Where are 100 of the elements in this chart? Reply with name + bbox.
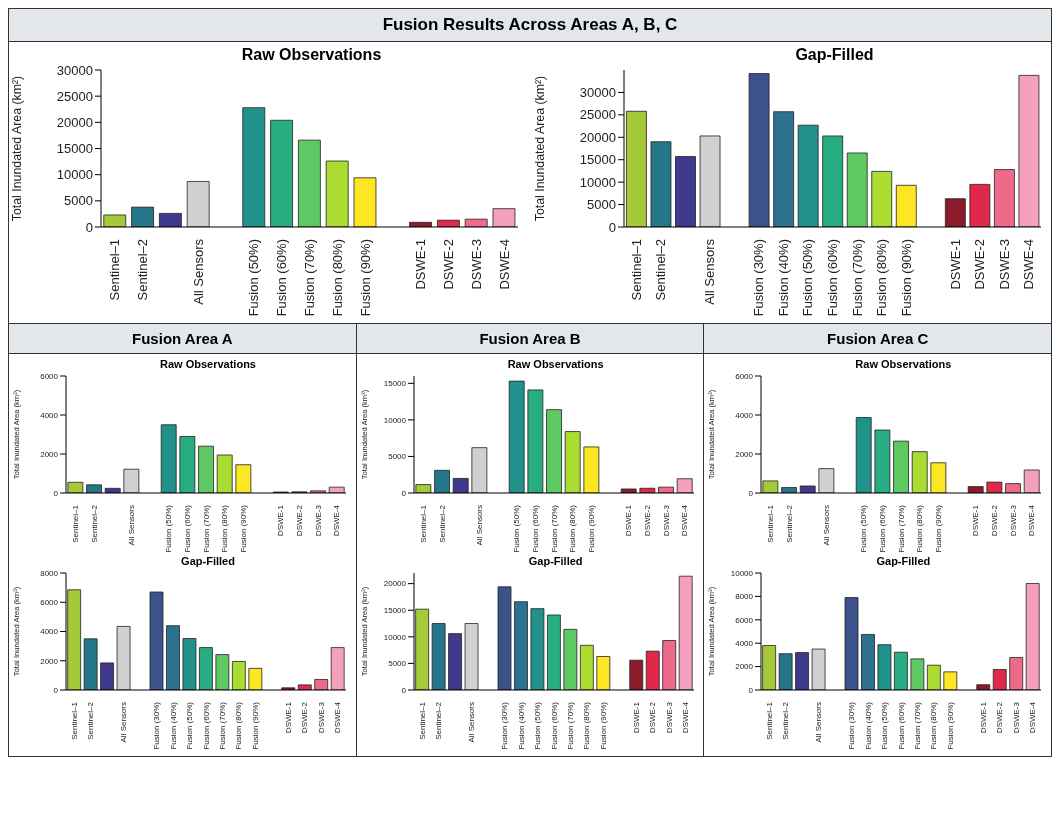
x-tick-label: Fusion (80%) <box>874 239 890 317</box>
x-tick-label: All Sensors <box>190 238 206 305</box>
x-tick-label: Sentinel–1 <box>107 239 123 301</box>
x-tick-label: Fusion (40%) <box>775 239 791 317</box>
y-tick-label: 10000 <box>731 568 754 578</box>
x-tick-label: DSWE-1 <box>413 239 429 290</box>
y-tick-label: 10000 <box>579 174 616 190</box>
x-tick-label: Fusion (80%) <box>567 504 577 553</box>
x-tick-label: Fusion (40%) <box>516 701 526 750</box>
x-tick-label: Fusion (70%) <box>302 239 317 317</box>
y-tick-label: 6000 <box>735 371 754 381</box>
x-tick-label: Fusion (60%) <box>896 701 906 750</box>
x-tick-label: DSWE-2 <box>300 701 310 734</box>
chart-title: Raw Observations <box>854 358 953 370</box>
y-tick-label: 25000 <box>56 88 93 104</box>
x-tick-label: Fusion (70%) <box>565 701 575 750</box>
x-tick-label: DSWE-1 <box>283 701 293 734</box>
x-tick-label: DSWE-4 <box>680 701 690 734</box>
x-tick-label: Fusion (30%) <box>847 701 857 750</box>
y-tick-label: 2000 <box>40 656 59 666</box>
x-tick-label: Fusion (80%) <box>234 701 244 750</box>
x-tick-label: DSWE-3 <box>996 239 1012 290</box>
y-tick-label: 6000 <box>40 598 59 608</box>
x-tick-label: Fusion (30%) <box>152 701 162 750</box>
x-tick-label: DSWE-4 <box>1027 504 1037 537</box>
y-tick-label: 4000 <box>40 627 59 637</box>
x-tick-label: DSWE-4 <box>1028 701 1038 734</box>
y-axis-title: Total Inundated Area (km²) <box>533 75 548 222</box>
y-tick-label: 15000 <box>56 141 93 157</box>
x-tick-label: DSWE-2 <box>995 701 1005 734</box>
x-tick-label: DSWE-4 <box>333 701 343 734</box>
x-tick-label: Fusion (30%) <box>751 239 767 317</box>
y-axis-title: Total Inundated Area (km²) <box>10 75 25 222</box>
x-tick-label: DSWE-2 <box>990 504 1000 537</box>
x-tick-label: Fusion (50%) <box>532 701 542 750</box>
x-tick-label: DSWE-2 <box>972 239 988 290</box>
x-tick-label: Fusion (50%) <box>859 504 869 553</box>
x-tick-label: DSWE-4 <box>496 239 512 290</box>
y-tick-label: 30000 <box>56 62 93 78</box>
y-tick-label: 8000 <box>735 592 754 602</box>
x-tick-label: Sentinel–1 <box>765 701 775 740</box>
x-tick-label: Fusion (70%) <box>849 239 865 317</box>
chart-title: Gap-Filled <box>794 46 875 64</box>
y-tick-label: 20000 <box>383 579 407 589</box>
y-tick-label: 30000 <box>579 85 616 101</box>
y-tick-label: 10000 <box>383 632 407 642</box>
y-tick-label: 0 <box>85 219 93 235</box>
x-tick-label: Fusion (40%) <box>863 701 873 750</box>
x-tick-label: Fusion (50%) <box>246 239 262 317</box>
x-tick-label: Sentinel–1 <box>628 239 644 301</box>
x-tick-label: Fusion (60%) <box>878 504 888 553</box>
x-tick-label: Sentinel–2 <box>784 504 794 543</box>
y-tick-label: 20000 <box>579 129 616 145</box>
x-tick-label: Fusion (50%) <box>164 504 174 553</box>
x-tick-label: DSWE-1 <box>979 701 989 734</box>
x-tick-label: Fusion (90%) <box>357 239 373 317</box>
x-tick-label: Fusion (80%) <box>220 504 230 553</box>
y-tick-label: 6000 <box>40 371 59 381</box>
x-tick-label: All Sensors <box>822 505 832 546</box>
x-tick-label: Fusion (80%) <box>582 701 592 750</box>
x-tick-label: Fusion (50%) <box>880 701 890 750</box>
x-tick-label: Fusion (60%) <box>530 504 540 553</box>
y-tick-label: 4000 <box>735 410 754 420</box>
chart-title: Gap-Filled <box>875 555 932 567</box>
text: Fusion Area A <box>9 324 356 354</box>
x-tick-label: Sentinel–2 <box>781 701 791 740</box>
chart-title: Raw Observations <box>159 358 257 370</box>
y-tick-label: 0 <box>608 219 616 235</box>
x-tick-label: All Sensors <box>814 702 824 743</box>
x-tick-label: DSWE-4 <box>332 504 342 537</box>
y-tick-label: 15000 <box>383 379 407 389</box>
x-tick-label: Sentinel–1 <box>417 701 427 740</box>
x-tick-label: Sentinel–2 <box>433 701 443 740</box>
x-tick-label: DSWE-1 <box>971 504 981 537</box>
x-tick-label: Fusion (90%) <box>238 504 248 553</box>
y-tick-label: 15000 <box>579 152 616 168</box>
y-tick-label: 15000 <box>383 606 407 616</box>
x-tick-label: Fusion (80%) <box>929 701 939 750</box>
x-tick-label: Sentinel–2 <box>653 239 669 301</box>
x-tick-label: Fusion (70%) <box>896 504 906 553</box>
x-tick-label: DSWE-2 <box>648 701 657 734</box>
x-tick-label: DSWE-1 <box>276 504 286 537</box>
x-tick-label: Sentinel–2 <box>89 504 99 543</box>
x-tick-label: Sentinel–1 <box>70 504 80 543</box>
chart-title: Gap-Filled <box>527 555 584 567</box>
text: Fusion Results Across Areas A, B, C <box>9 9 1051 42</box>
y-tick-label: 0 <box>748 488 754 498</box>
x-tick-label: Fusion (90%) <box>250 701 260 750</box>
x-tick-label: Sentinel–1 <box>418 504 428 543</box>
x-tick-label: Fusion (60%) <box>182 504 192 553</box>
x-tick-label: DSWE-3 <box>664 701 674 734</box>
x-tick-label: Fusion (70%) <box>217 701 227 750</box>
y-tick-label: 0 <box>401 685 407 695</box>
y-tick-label: 4000 <box>40 410 59 420</box>
x-tick-label: DSWE-3 <box>1008 504 1018 537</box>
x-tick-label: Fusion (90%) <box>946 701 956 750</box>
y-tick-label: 5000 <box>587 197 616 213</box>
y-tick-label: 2000 <box>735 449 754 459</box>
x-tick-label: DSWE-1 <box>631 701 641 734</box>
x-tick-label: DSWE-4 <box>1021 239 1037 290</box>
